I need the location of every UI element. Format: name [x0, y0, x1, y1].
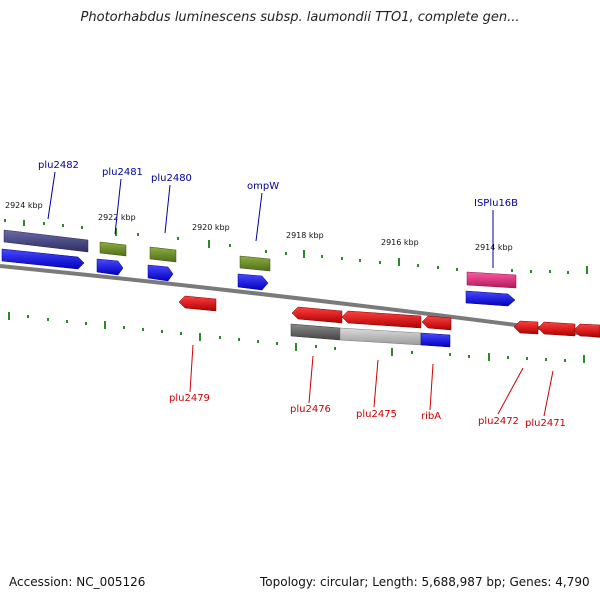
gene-feature-ompW-green[interactable]: [239, 255, 271, 272]
gene-label-plu2472[interactable]: plu2472: [478, 416, 519, 427]
gene-feature-ISPlu16B[interactable]: [465, 290, 516, 307]
gene-feature-plu2482[interactable]: [1, 248, 85, 270]
gene-feature-plu2480-green[interactable]: [149, 246, 177, 263]
gene-label-ompW[interactable]: ompW: [247, 181, 279, 192]
bottom-leaders: [189, 344, 554, 417]
gene-label-plu2479[interactable]: plu2479: [169, 393, 210, 404]
gene-feature-plu2471[interactable]: [537, 321, 576, 337]
gene-feature-plu2476-gray[interactable]: [290, 323, 341, 341]
gene-feature-plu2480[interactable]: [147, 264, 174, 282]
gene-feature-ribA[interactable]: [421, 315, 452, 331]
gene-feature-plu2475[interactable]: [341, 310, 422, 329]
footer-topology: Topology: circular; Length: 5,688,987 bp…: [260, 575, 590, 589]
gene-feature-plu2479[interactable]: [178, 295, 217, 312]
kbp-label: 2920 kbp: [192, 223, 230, 232]
gene-feature-plu2475-gray[interactable]: [339, 327, 422, 346]
gene-feature-ribA-blue[interactable]: [420, 332, 451, 348]
gene-feature-partial[interactable]: [573, 323, 600, 338]
top-leaders: [47, 171, 494, 268]
top-tick-row: [4, 219, 588, 274]
gene-label-plu2481[interactable]: plu2481: [102, 167, 143, 178]
gene-label-plu2480[interactable]: plu2480: [151, 173, 192, 184]
gene-feature-plu2472[interactable]: [513, 320, 539, 335]
gene-label-plu2471[interactable]: plu2471: [525, 418, 566, 429]
footer-accession: Accession: NC_005126: [9, 575, 146, 589]
gene-label-plu2475[interactable]: plu2475: [356, 409, 397, 420]
gene-feature-plu2482-purple[interactable]: [3, 229, 89, 253]
gene-label-plu2482[interactable]: plu2482: [38, 160, 79, 171]
kbp-label: 2914 kbp: [475, 243, 513, 252]
gene-feature-plu2481-green[interactable]: [99, 241, 127, 257]
kbp-label: 2916 kbp: [381, 238, 419, 247]
gene-feature-plu2476[interactable]: [291, 306, 343, 324]
gene-label-ribA[interactable]: ribA: [421, 411, 441, 422]
gene-feature-plu2481[interactable]: [96, 258, 124, 276]
gene-feature-ISPlu16B-magenta[interactable]: [466, 271, 517, 289]
gene-label-ISPlu16B[interactable]: ISPlu16B: [474, 198, 518, 209]
bottom-tick-row: [8, 312, 585, 363]
kbp-label: 2918 kbp: [286, 231, 324, 240]
page-title: Photorhabdus luminescens subsp. laumondi…: [80, 10, 520, 25]
kbp-label: 2924 kbp: [5, 201, 43, 210]
gene-feature-ompW[interactable]: [237, 273, 269, 291]
gene-label-plu2476[interactable]: plu2476: [290, 404, 331, 415]
